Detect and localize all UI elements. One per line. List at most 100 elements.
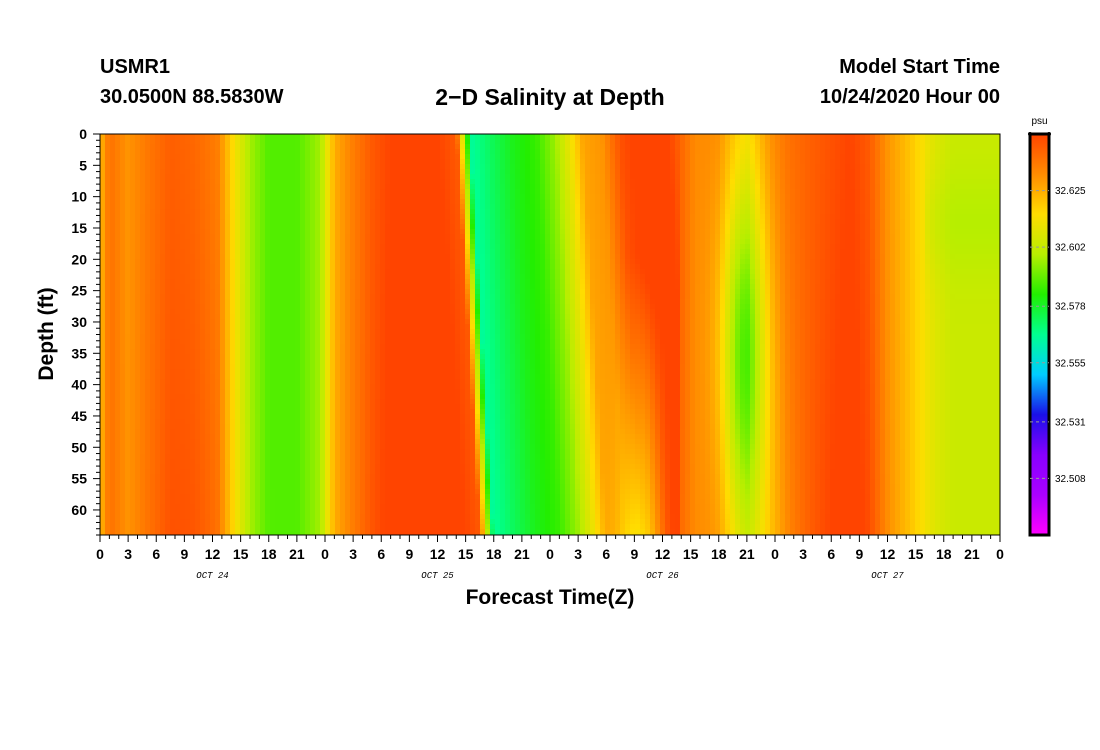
heatmap-cell (390, 229, 396, 235)
heatmap-cell (620, 184, 626, 190)
heatmap-cell (515, 189, 521, 195)
heatmap-cell (505, 254, 511, 260)
heatmap-cell (440, 189, 446, 195)
heatmap-cell (530, 219, 536, 225)
heatmap-cell (915, 154, 921, 160)
heatmap-cell (975, 149, 981, 155)
heatmap-cell (800, 244, 806, 250)
heatmap-cell (260, 194, 266, 200)
heatmap-cell (245, 259, 251, 265)
heatmap-cell (465, 204, 471, 210)
heatmap-cell (175, 229, 181, 235)
heatmap-cell (615, 264, 621, 270)
heatmap-cell (545, 144, 551, 150)
heatmap-cell (135, 269, 141, 275)
heatmap-cell (600, 154, 606, 160)
heatmap-cell (450, 224, 456, 230)
heatmap-cell (320, 249, 326, 255)
heatmap-cell (210, 264, 216, 270)
heatmap-cell (475, 249, 481, 255)
heatmap-cell (210, 204, 216, 210)
heatmap-cell (765, 254, 771, 260)
heatmap-cell (200, 159, 206, 165)
heatmap-cell (375, 179, 381, 185)
heatmap-cell (530, 259, 536, 265)
heatmap-cell (155, 209, 161, 215)
heatmap-cell (965, 184, 971, 190)
heatmap-cell (740, 204, 746, 210)
heatmap-cell (455, 219, 461, 225)
heatmap-cell (935, 164, 941, 170)
heatmap-cell (275, 139, 281, 145)
heatmap-cell (410, 239, 416, 245)
heatmap-cell (770, 154, 776, 160)
heatmap-cell (240, 234, 246, 240)
heatmap-cell (120, 194, 126, 200)
heatmap-cell (260, 199, 266, 205)
heatmap-cell (140, 219, 146, 225)
heatmap-cell (110, 199, 116, 205)
heatmap-cell (160, 179, 166, 185)
heatmap-cell (505, 179, 511, 185)
heatmap-cell (125, 194, 131, 200)
heatmap-cell (745, 194, 751, 200)
heatmap-cell (725, 179, 731, 185)
heatmap-cell (800, 174, 806, 180)
heatmap-cell (300, 254, 306, 260)
heatmap-cell (305, 244, 311, 250)
heatmap-cell (720, 204, 726, 210)
heatmap-cell (860, 234, 866, 240)
heatmap-cell (805, 254, 811, 260)
heatmap-cell (775, 159, 781, 165)
heatmap-cell (590, 199, 596, 205)
heatmap-cell (230, 249, 236, 255)
heatmap-cell (790, 234, 796, 240)
heatmap-cell (445, 164, 451, 170)
heatmap-cell (265, 239, 271, 245)
heatmap-cell (715, 189, 721, 195)
heatmap-cell (915, 259, 921, 265)
heatmap-cell (680, 194, 686, 200)
heatmap-cell (745, 244, 751, 250)
heatmap-cell (700, 179, 706, 185)
heatmap-cell (195, 209, 201, 215)
heatmap-cell (155, 174, 161, 180)
heatmap-cell (455, 254, 461, 260)
heatmap-cell (240, 159, 246, 165)
heatmap-cell (840, 139, 846, 145)
heatmap-cell (280, 244, 286, 250)
heatmap-cell (695, 264, 701, 270)
heatmap-cell (800, 229, 806, 235)
heatmap-cell (600, 224, 606, 230)
heatmap-cell (715, 194, 721, 200)
heatmap-cell (865, 154, 871, 160)
heatmap-cell (705, 139, 711, 145)
heatmap-cell (585, 154, 591, 160)
heatmap-cell (970, 169, 976, 175)
heatmap-cell (275, 159, 281, 165)
heatmap-cell (790, 244, 796, 250)
heatmap-cell (350, 239, 356, 245)
heatmap-cell (365, 209, 371, 215)
heatmap-cell (855, 184, 861, 190)
heatmap-cell (155, 239, 161, 245)
heatmap-cell (555, 194, 561, 200)
heatmap-cell (440, 179, 446, 185)
heatmap-cell (330, 199, 336, 205)
heatmap-cell (205, 239, 211, 245)
heatmap-cell (805, 174, 811, 180)
heatmap-cell (245, 249, 251, 255)
heatmap-cell (165, 254, 171, 260)
heatmap-cell (320, 134, 326, 140)
heatmap-cell (655, 189, 661, 195)
heatmap-cell (405, 224, 411, 230)
heatmap-cell (400, 259, 406, 265)
heatmap-cell (905, 169, 911, 175)
heatmap-cell (780, 169, 786, 175)
heatmap-cell (540, 144, 546, 150)
heatmap-cell (245, 239, 251, 245)
heatmap-cell (260, 239, 266, 245)
heatmap-cell (705, 209, 711, 215)
heatmap-cell (980, 224, 986, 230)
heatmap-cell (530, 134, 536, 140)
